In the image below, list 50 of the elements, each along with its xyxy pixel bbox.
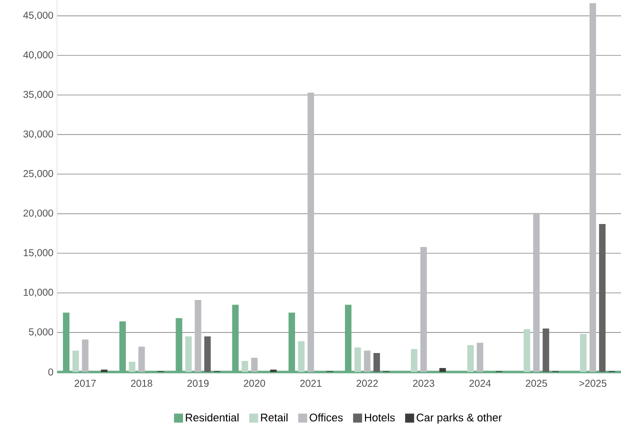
x-tick-label: 2021 bbox=[300, 380, 322, 387]
legend-label: Offices bbox=[310, 413, 343, 422]
x-tick-label: 2023 bbox=[413, 380, 434, 387]
legend-label: Retail bbox=[261, 413, 288, 422]
bar bbox=[439, 368, 446, 372]
x-tick-label: 2024 bbox=[469, 380, 491, 387]
legend-label: Residential bbox=[186, 413, 238, 422]
y-tick-label: 0 bbox=[48, 368, 54, 376]
bar bbox=[467, 345, 474, 372]
bar bbox=[354, 347, 361, 372]
x-tick-label: 2019 bbox=[187, 380, 209, 387]
bar bbox=[242, 360, 248, 372]
x-tick-label: 2018 bbox=[131, 380, 152, 387]
bar bbox=[580, 334, 587, 372]
bar bbox=[128, 362, 136, 372]
bar bbox=[308, 92, 314, 372]
y-tick-label: 10,000 bbox=[24, 288, 54, 297]
legend-label: Car parks & other bbox=[416, 413, 502, 424]
bar bbox=[476, 342, 484, 372]
legend-label: Hotels bbox=[364, 413, 395, 422]
y-tick-label: 20,000 bbox=[24, 210, 54, 218]
bar bbox=[204, 336, 211, 372]
bar bbox=[185, 336, 192, 372]
bar bbox=[533, 212, 540, 372]
bar bbox=[251, 358, 258, 372]
y-tick-label: 40,000 bbox=[23, 51, 54, 60]
bar bbox=[420, 246, 427, 372]
bar bbox=[194, 300, 202, 372]
bar bbox=[138, 346, 145, 372]
bar bbox=[542, 328, 550, 372]
x-tick-label: 2022 bbox=[356, 380, 378, 387]
y-tick-label: 15,000 bbox=[24, 249, 54, 258]
bar bbox=[410, 349, 418, 372]
bar bbox=[524, 329, 530, 372]
bar bbox=[373, 353, 380, 372]
x-tick-label: 2025 bbox=[526, 380, 548, 387]
bar bbox=[599, 224, 606, 372]
bar bbox=[298, 341, 305, 372]
y-tick-label: 35,000 bbox=[23, 90, 54, 100]
bar bbox=[590, 3, 596, 372]
bar bbox=[364, 350, 370, 372]
x-tick-label: 2017 bbox=[74, 380, 96, 387]
x-tick-label: 2020 bbox=[244, 380, 266, 387]
bar bbox=[82, 340, 88, 372]
x-tick-label: >2025 bbox=[579, 380, 606, 387]
y-tick-label: 30,000 bbox=[23, 130, 54, 139]
y-tick-label: 5,000 bbox=[28, 328, 54, 337]
y-tick-label: 25,000 bbox=[24, 170, 54, 178]
y-tick-label: 45,000 bbox=[23, 12, 54, 20]
bar bbox=[72, 350, 79, 372]
